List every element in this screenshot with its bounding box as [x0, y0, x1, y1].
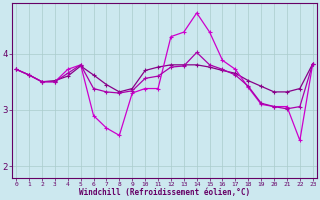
X-axis label: Windchill (Refroidissement éolien,°C): Windchill (Refroidissement éolien,°C): [79, 188, 250, 197]
